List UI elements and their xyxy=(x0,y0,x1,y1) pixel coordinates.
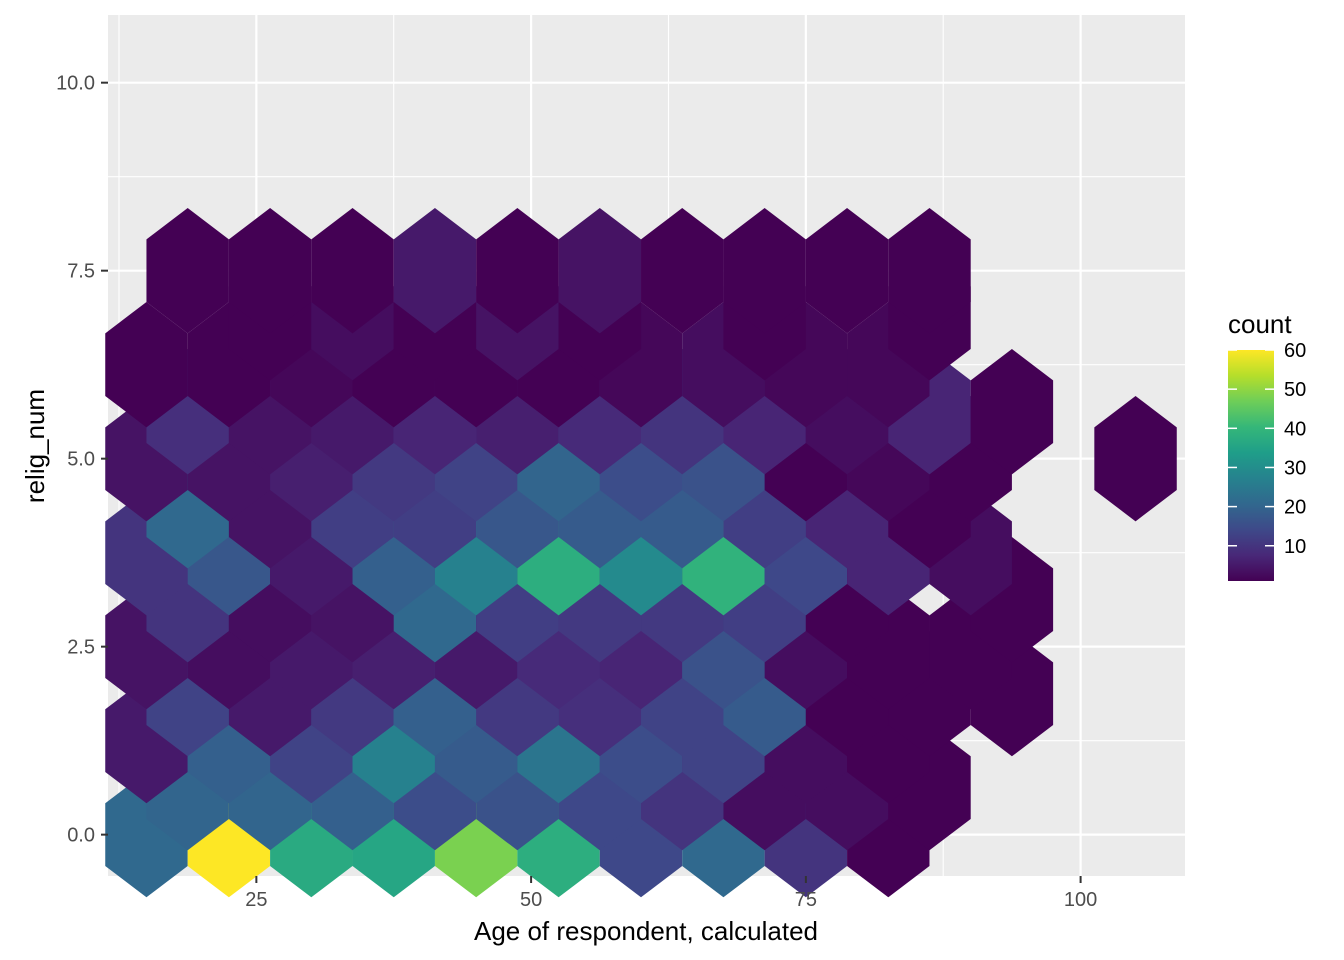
hexbin-cell xyxy=(146,208,229,334)
legend-tick-label: 30 xyxy=(1284,457,1306,479)
legend: count 10 20 30 40 50 60 xyxy=(1228,309,1306,581)
hexbin-cell xyxy=(805,208,889,334)
hexbin-cell xyxy=(105,302,188,428)
y-tick-label: 7.5 xyxy=(67,261,95,283)
hexbin-cell xyxy=(723,208,806,334)
legend-ticks: 10 20 30 40 50 60 xyxy=(1228,340,1306,558)
y-tick-label: 2.5 xyxy=(67,637,95,659)
legend-tick-label: 20 xyxy=(1284,497,1306,519)
y-tick-label: 0.0 xyxy=(67,825,95,847)
hexbin-cell xyxy=(476,208,559,334)
x-tick-label: 100 xyxy=(1064,889,1097,911)
x-axis-title: Age of respondent, calculated xyxy=(474,916,818,946)
y-axis-ticks: 0.0 2.5 5.0 7.5 10.0 xyxy=(56,73,108,847)
x-axis-ticks: 25 50 75 100 xyxy=(245,876,1097,911)
legend-title: count xyxy=(1228,309,1292,339)
legend-tick-label: 60 xyxy=(1284,340,1306,362)
hexbin-cell xyxy=(393,208,477,334)
y-axis-title: relig_num xyxy=(20,389,50,503)
hexbin-cell xyxy=(558,208,642,334)
hexbin-cell xyxy=(1094,396,1177,522)
hexbin-cell xyxy=(970,349,1054,475)
legend-tick-label: 10 xyxy=(1284,536,1306,558)
hexbin-cell xyxy=(888,208,971,334)
hexbin-cell xyxy=(311,208,394,334)
legend-tick-label: 50 xyxy=(1284,379,1306,401)
x-tick-label: 50 xyxy=(520,889,542,911)
hexbin-cell xyxy=(228,208,312,334)
y-tick-label: 10.0 xyxy=(56,73,95,95)
hexbin-cells xyxy=(105,208,1177,898)
legend-tick-label: 40 xyxy=(1284,418,1306,440)
y-tick-label: 5.0 xyxy=(67,449,95,471)
x-tick-label: 75 xyxy=(795,889,817,911)
hexbin-cell xyxy=(641,208,724,334)
x-tick-label: 25 xyxy=(245,889,267,911)
